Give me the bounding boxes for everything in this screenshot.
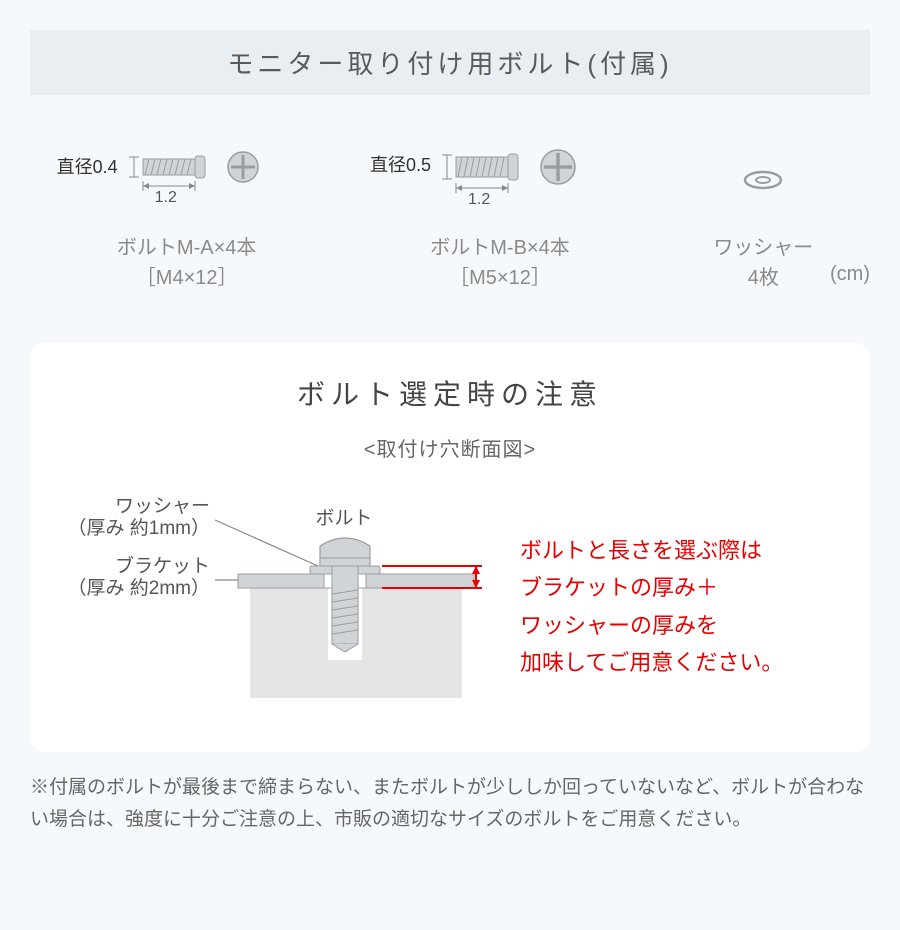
bolt-b-name: ボルトM-B×4本	[430, 237, 569, 259]
panel-title: ボルト選定時の注意	[60, 373, 840, 413]
lbl-washer-line2: （厚み 約1mm）	[67, 517, 210, 539]
red-line-4: 加味してご用意ください。	[520, 644, 783, 681]
lbl-bolt: ボルト	[315, 507, 372, 529]
parts-row: 直径0.4	[0, 95, 900, 303]
lbl-bracket-line1: ブラケット	[115, 554, 210, 577]
washer-name: ワッシャー	[713, 237, 813, 259]
red-line-3: ワッシャーの厚みを	[520, 607, 783, 644]
red-caution-text: ボルトと長さを選ぶ際は ブラケットの厚み＋ ワッシャーの厚みを 加味してご用意く…	[520, 472, 783, 682]
lbl-washer-line1: ワッシャー	[115, 496, 210, 517]
washer-svg	[733, 150, 793, 210]
bolt-a-spec: ［M4×12］	[136, 267, 238, 289]
caution-panel: ボルト選定時の注意 <取付け穴断面図> ワッシャー （厚み 約1mm） ブラケッ…	[30, 343, 870, 752]
unit-label: (cm)	[830, 263, 870, 286]
section-header: モニター取り付け用ボルト(付属)	[30, 30, 870, 95]
part-washer: ワッシャー 4枚	[683, 135, 843, 293]
bolt-b-svg	[370, 135, 630, 225]
lbl-bracket-line2: （厚み 約2mm）	[67, 577, 210, 599]
bolt-b-diameter-label: 直径0.5	[370, 151, 431, 177]
bolt-b-spec: ［M5×12］	[449, 267, 551, 289]
header-title: モニター取り付け用ボルト(付属)	[227, 49, 672, 79]
bolt-a-svg	[57, 135, 317, 225]
footnote: ※付属のボルトが最後まで締まらない、またボルトが少ししか回っていないなど、ボルト…	[0, 772, 900, 857]
bolt-a-length-label: 1.2	[155, 189, 177, 207]
bolt-a-diameter-label: 直径0.4	[57, 153, 118, 179]
washer-count: 4枚	[748, 267, 779, 289]
cross-section-diagram: ワッシャー （厚み 約1mm） ブラケット （厚み 約2mm） ボルト モニター	[60, 472, 500, 712]
panel-subtitle: <取付け穴断面図>	[60, 433, 840, 462]
bolt-b-length-label: 1.2	[468, 191, 490, 209]
red-line-1: ボルトと長さを選ぶ際は	[520, 532, 783, 569]
red-line-2: ブラケットの厚み＋	[520, 569, 783, 606]
part-bolt-b: 直径0.5	[370, 135, 630, 293]
part-bolt-a: 直径0.4	[57, 135, 317, 293]
bolt-a-name: ボルトM-A×4本	[117, 237, 256, 259]
